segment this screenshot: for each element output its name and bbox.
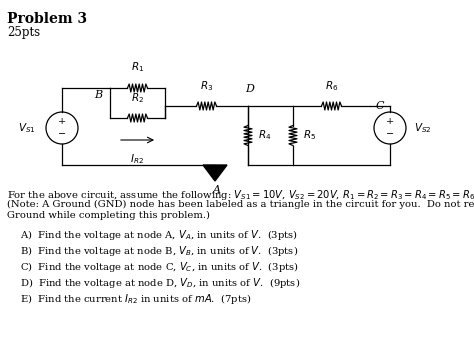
Text: $R_4$: $R_4$: [258, 128, 272, 142]
Text: C: C: [376, 101, 384, 111]
Text: A: A: [213, 185, 221, 195]
Text: A)  Find the voltage at node A, $V_A$, in units of $V$.  (3pts): A) Find the voltage at node A, $V_A$, in…: [20, 227, 298, 241]
Text: $V_{S2}$: $V_{S2}$: [414, 121, 431, 135]
Text: B: B: [94, 90, 102, 100]
Text: +: +: [58, 118, 66, 126]
Text: $R_3$: $R_3$: [200, 79, 213, 93]
Text: −: −: [58, 129, 66, 139]
Text: $V_{S1}$: $V_{S1}$: [18, 121, 36, 135]
Text: 25pts: 25pts: [7, 26, 40, 39]
Text: $I_{R2}$: $I_{R2}$: [130, 152, 144, 166]
Text: (Note: A Ground (GND) node has been labeled as a triangle in the circuit for you: (Note: A Ground (GND) node has been labe…: [7, 199, 474, 208]
Text: For the above circuit, assume the following: $V_{S1} = 10V$, $V_{S2} = 20V$, $R_: For the above circuit, assume the follow…: [7, 188, 474, 202]
Text: E)  Find the current $I_{R2}$ in units of $mA$.  (7pts): E) Find the current $I_{R2}$ in units of…: [20, 292, 251, 305]
Text: $R_6$: $R_6$: [325, 79, 338, 93]
Text: $R_2$: $R_2$: [131, 91, 144, 105]
Text: D)  Find the voltage at node D, $V_D$, in units of $V$.  (9pts): D) Find the voltage at node D, $V_D$, in…: [20, 276, 300, 290]
Polygon shape: [203, 165, 227, 181]
Text: $R_1$: $R_1$: [131, 60, 144, 74]
Text: Problem 3: Problem 3: [7, 12, 87, 26]
Text: C)  Find the voltage at node C, $V_C$, in units of $V$.  (3pts): C) Find the voltage at node C, $V_C$, in…: [20, 259, 299, 274]
Text: +: +: [386, 118, 394, 126]
Text: $R_5$: $R_5$: [303, 128, 316, 142]
Text: D: D: [246, 84, 255, 94]
Text: Ground while completing this problem.): Ground while completing this problem.): [7, 211, 210, 220]
Text: B)  Find the voltage at node B, $V_B$, in units of $V$.  (3pts): B) Find the voltage at node B, $V_B$, in…: [20, 243, 298, 258]
Text: −: −: [386, 129, 394, 139]
